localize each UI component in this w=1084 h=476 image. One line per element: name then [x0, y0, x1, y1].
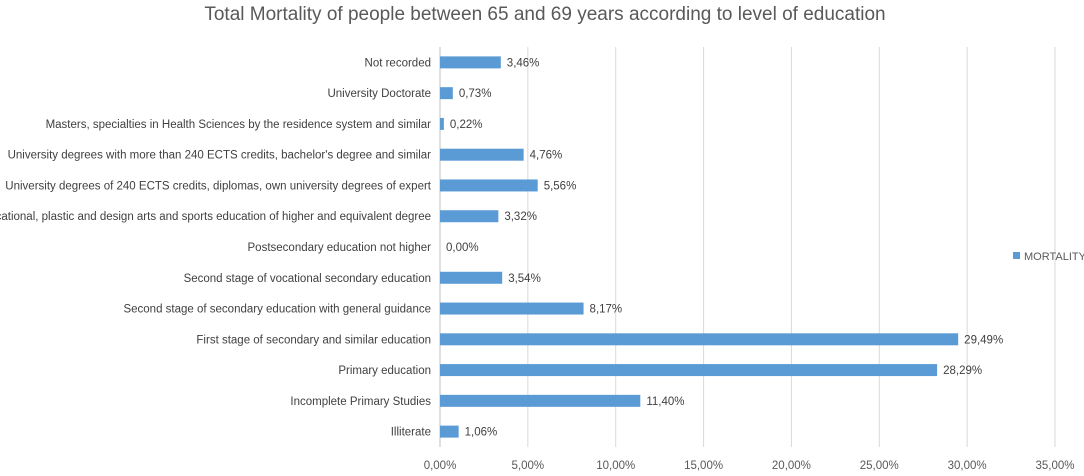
- bars: [440, 56, 959, 438]
- chart-title: Total Mortality of people between 65 and…: [204, 4, 885, 25]
- bar: [440, 271, 503, 284]
- bar: [440, 394, 641, 407]
- value-label: 0,22%: [450, 119, 483, 131]
- x-tick-label: 20,00%: [772, 460, 811, 472]
- value-label: 0,73%: [459, 88, 492, 100]
- category-label: Not recorded: [365, 57, 431, 69]
- category-label: Masters, specialties in Health Sciences …: [46, 119, 432, 131]
- category-label: Second stage of vocational secondary edu…: [184, 273, 431, 285]
- legend: MORTALITY: [1013, 251, 1084, 263]
- value-label: 29,49%: [964, 334, 1003, 346]
- x-tick-label: 25,00%: [860, 460, 899, 472]
- gridlines: [439, 47, 1056, 447]
- x-axis-tick-labels: 0,00% 5,00% 10,00% 15,00% 20,00% 25,00% 30,00%…: [424, 460, 1075, 472]
- value-label: 0,00%: [446, 242, 479, 254]
- bar: [440, 56, 501, 69]
- value-label: 3,46%: [507, 57, 540, 69]
- value-label: 3,54%: [508, 273, 541, 285]
- category-label: Vocational, plastic and design arts and …: [0, 211, 431, 223]
- category-labels: Not recorded University Doctorate Masters,…: [0, 57, 432, 438]
- bar: [440, 302, 584, 315]
- category-label: University degrees with more than 240 EC…: [8, 150, 432, 162]
- value-label: 3,32%: [504, 211, 537, 223]
- x-tick-label: 15,00%: [684, 460, 723, 472]
- bar: [440, 148, 524, 161]
- value-label: 4,76%: [530, 150, 563, 162]
- value-label: 1,06%: [465, 427, 498, 439]
- x-tick-label: 5,00%: [512, 460, 545, 472]
- category-label: Illiterate: [391, 427, 431, 439]
- category-label: Postsecondary education not higher: [248, 242, 432, 254]
- x-tick-label: 30,00%: [948, 460, 987, 472]
- x-tick-label: 35,00%: [1035, 460, 1074, 472]
- bar: [440, 425, 459, 438]
- bar: [440, 333, 959, 346]
- legend-label: MORTALITY: [1024, 251, 1084, 263]
- x-tick-label: 10,00%: [596, 460, 635, 472]
- bar: [440, 179, 538, 192]
- value-label: 28,29%: [943, 365, 982, 377]
- x-tick-label: 0,00%: [424, 460, 457, 472]
- value-label: 11,40%: [646, 396, 684, 408]
- legend-swatch: [1013, 252, 1020, 259]
- category-label: University degrees of 240 ECTS credits, …: [5, 180, 432, 192]
- category-label: Second stage of secondary education with…: [123, 304, 431, 316]
- category-label: Primary education: [338, 365, 431, 377]
- bar: [440, 87, 453, 100]
- category-label: Incomplete Primary Studies: [290, 396, 431, 408]
- value-label: 5,56%: [544, 180, 577, 192]
- bar: [440, 364, 938, 377]
- value-label: 8,17%: [590, 304, 623, 316]
- category-label: University Doctorate: [327, 88, 431, 100]
- bar: [440, 210, 499, 223]
- value-labels: 3,46% 0,73% 0,22% 4,76% 5,56% 3,32% 0,00% 3,54%…: [446, 57, 1003, 438]
- bar: [440, 117, 444, 130]
- category-label: First stage of secondary and similar edu…: [196, 334, 431, 346]
